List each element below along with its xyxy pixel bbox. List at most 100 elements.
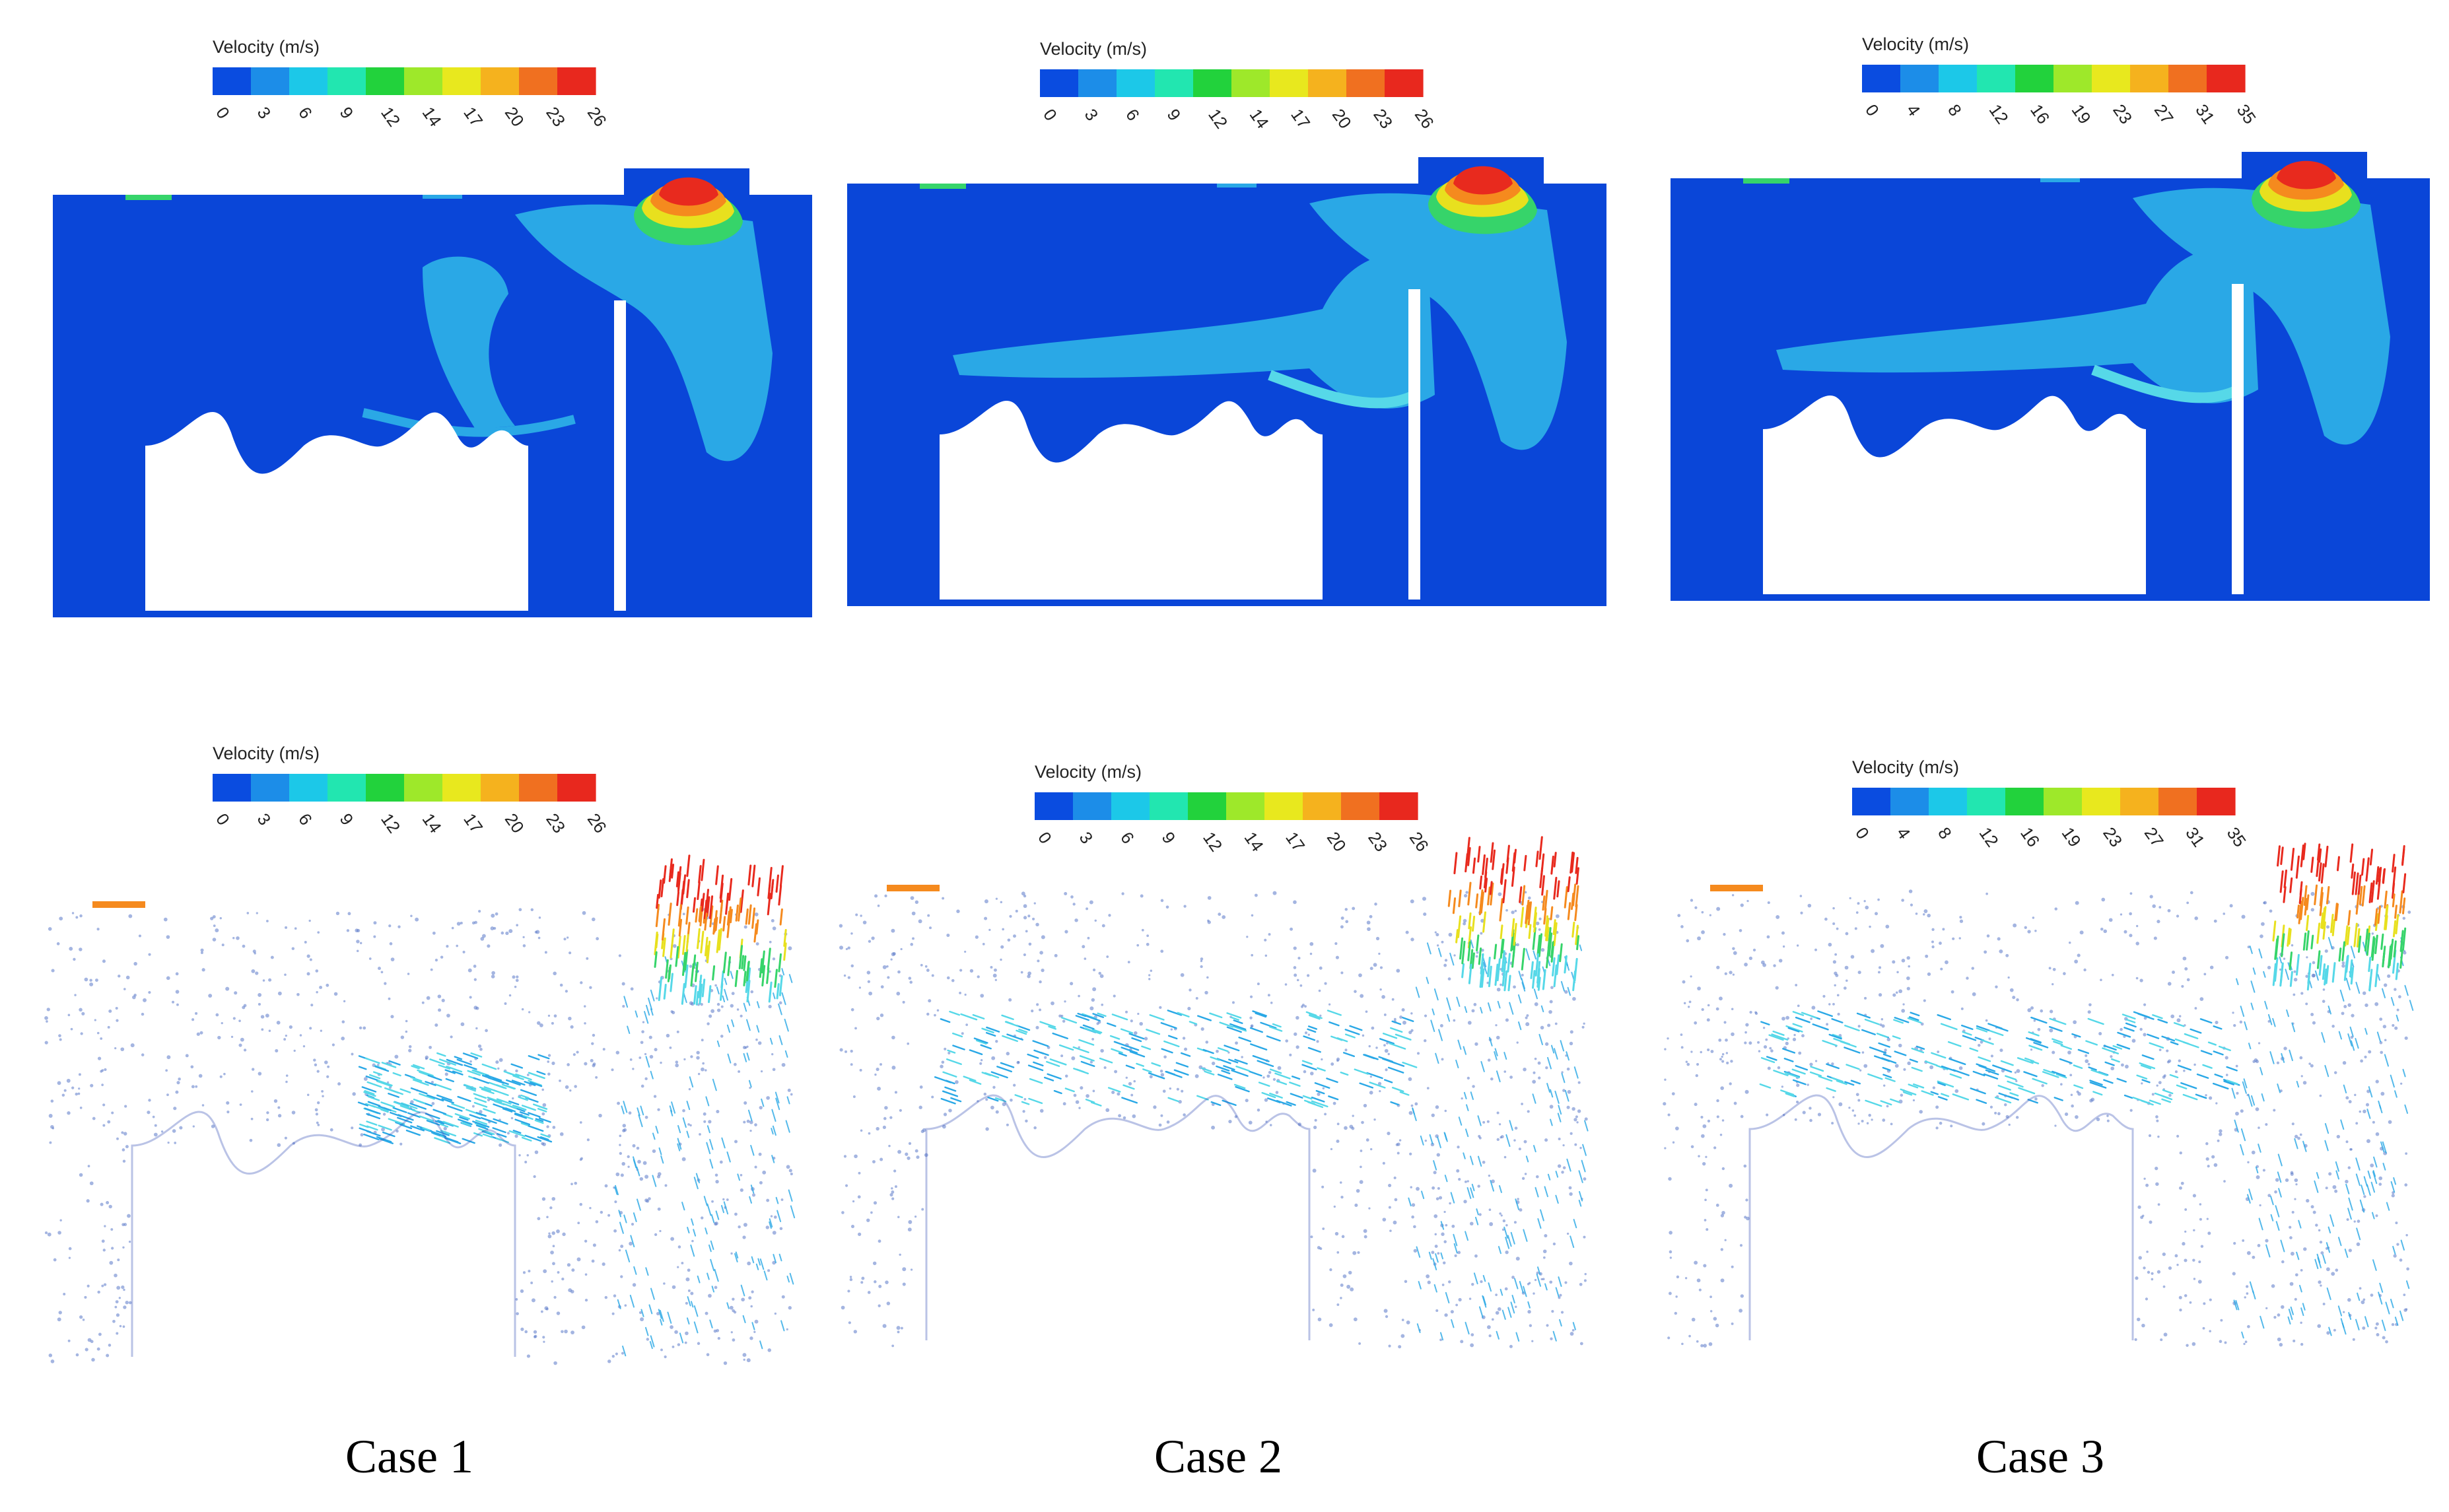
- flow-vector-arrow: [1884, 1077, 1896, 1082]
- flow-vector-dot: [497, 1067, 500, 1070]
- flow-vector-dot: [2302, 1081, 2307, 1085]
- flow-vector-arrow: [2032, 1046, 2043, 1051]
- flow-vector-dot: [1549, 1105, 1554, 1109]
- flow-vector-dot: [1865, 905, 1869, 910]
- colorbar-tick-label: 31: [2182, 823, 2209, 850]
- flow-vector-dot: [1023, 916, 1027, 920]
- flow-vector-dot: [2341, 1012, 2345, 1015]
- flow-vector-dot: [1721, 1055, 1723, 1058]
- flow-vector-dot: [1688, 1000, 1692, 1004]
- flow-vector-dot: [706, 1353, 710, 1356]
- flow-vector-dot: [268, 978, 272, 982]
- flow-vector-arrow: [747, 904, 752, 925]
- flow-vector-dot: [1078, 1046, 1080, 1048]
- flow-vector-arrow: [1416, 1246, 1421, 1258]
- flow-vector-dot: [1545, 1066, 1548, 1070]
- flow-vector-arrow: [686, 1101, 691, 1111]
- flow-vector-arrow: [1925, 1060, 1938, 1066]
- flow-vector-arrow: [2308, 980, 2312, 988]
- flow-vector-dot: [1983, 950, 1987, 954]
- flow-vector-arrow: [2370, 1181, 2376, 1193]
- flow-vector-dot: [410, 1100, 414, 1104]
- flow-vector-arrow: [617, 1299, 621, 1309]
- flow-vector-dot: [1401, 1008, 1405, 1012]
- flow-vector-arrow: [367, 1095, 380, 1101]
- flow-vector-dot: [2016, 998, 2019, 1002]
- flow-vector-arrow: [444, 1069, 456, 1074]
- flow-vector-dot: [80, 1032, 83, 1035]
- flow-vector-arrow: [2348, 1312, 2352, 1321]
- flow-vector-dot: [101, 1239, 105, 1243]
- flow-vector-dot: [1547, 1023, 1551, 1027]
- flow-vector-arrow: [1531, 970, 1536, 989]
- flow-vector-dot: [580, 1157, 583, 1160]
- flow-vector-dot: [541, 1088, 544, 1091]
- flow-vector-dot: [1583, 1022, 1585, 1025]
- flow-vector-arrow: [2287, 927, 2291, 947]
- flow-vector-arrow: [2341, 1323, 2347, 1335]
- flow-vector-dot: [1424, 1014, 1428, 1017]
- flow-vector-dot: [2141, 1082, 2143, 1085]
- colorbar-tick-label: 17: [1282, 828, 1309, 855]
- flow-vector-dot: [2015, 1080, 2018, 1083]
- flow-vector-arrow: [751, 1256, 755, 1264]
- flow-vector-dot: [907, 1227, 912, 1232]
- flow-vector-dot: [857, 1232, 862, 1237]
- flow-vector-dot: [1453, 954, 1456, 957]
- flow-vector-dot: [1716, 965, 1720, 969]
- flow-vector-dot: [66, 1078, 71, 1083]
- flow-vector-arrow: [2377, 974, 2380, 981]
- flow-vector-arrow: [514, 1118, 531, 1126]
- flow-vector-arrow: [2374, 908, 2378, 926]
- flow-vector-dot: [1389, 1229, 1392, 1232]
- flow-vector-dot: [1799, 895, 1803, 897]
- flow-vector-dot: [714, 984, 717, 987]
- flow-vector-arrow: [2199, 1018, 2213, 1024]
- flow-vector-dot: [2199, 1218, 2202, 1221]
- flow-vector-dot: [2163, 1332, 2168, 1337]
- colorbar-tick-label: 14: [1246, 105, 1273, 132]
- flow-vector-dot: [91, 1357, 95, 1362]
- flow-vector-dot: [2331, 1272, 2335, 1276]
- flow-vector-dot: [2205, 1142, 2209, 1146]
- flow-vector-arrow: [685, 934, 689, 952]
- flow-vector-arrow: [2252, 967, 2256, 975]
- flow-vector-dot: [266, 920, 269, 922]
- colorbar-swatch: [1188, 792, 1227, 820]
- flow-vector-dot: [656, 997, 658, 1000]
- flow-vector-dot: [1863, 1064, 1868, 1068]
- flow-vector-dot: [1550, 986, 1554, 990]
- flow-vector-dot: [670, 1325, 673, 1329]
- flow-vector-dot: [1195, 997, 1198, 1000]
- flow-vector-arrow: [759, 1258, 765, 1270]
- flow-vector-arrow: [475, 1112, 487, 1117]
- flow-vector-dot: [1477, 1185, 1480, 1188]
- flow-vector-dot: [908, 977, 912, 980]
- flow-vector-arrow: [2223, 1080, 2234, 1085]
- flow-vector-dot: [1540, 1025, 1544, 1030]
- colorbar-title: Velocity (m/s): [213, 37, 320, 57]
- flow-vector-dot: [691, 1239, 694, 1243]
- flow-vector-arrow: [701, 858, 705, 881]
- flow-vector-dot: [316, 1121, 319, 1124]
- flow-vector-arrow: [1490, 1180, 1494, 1192]
- flow-vector-dot: [346, 929, 350, 932]
- flow-vector-dot: [2096, 1117, 2100, 1122]
- flow-vector-arrow: [1913, 1083, 1925, 1089]
- flow-vector-dot: [622, 1005, 625, 1008]
- flow-vector-dot: [1720, 1214, 1725, 1218]
- flow-vector-dot: [713, 1329, 717, 1333]
- flow-vector-dot: [94, 1019, 96, 1021]
- flow-vector-dot: [1952, 937, 1955, 940]
- flow-vector-dot: [549, 1206, 553, 1210]
- flow-vector-dot: [1883, 1084, 1886, 1087]
- flow-vector-arrow: [2161, 1098, 2172, 1103]
- flow-vector-arrow: [508, 1130, 526, 1138]
- flow-vector-dot: [700, 1002, 703, 1006]
- flow-vector-arrow: [771, 1109, 776, 1122]
- flow-vector-dot: [1740, 1115, 1744, 1118]
- flow-vector-dot: [644, 1052, 647, 1056]
- flow-vector-arrow: [2278, 1188, 2282, 1198]
- flow-vector-dot: [122, 1159, 126, 1163]
- flow-vector-dot: [883, 1117, 887, 1120]
